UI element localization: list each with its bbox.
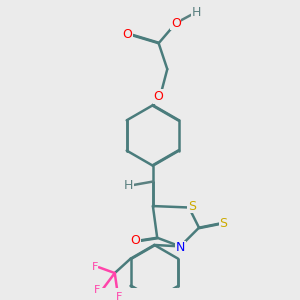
Text: F: F [92,262,98,272]
Text: F: F [116,292,122,300]
Text: O: O [171,16,181,30]
Text: O: O [154,90,164,103]
Text: N: N [176,241,185,254]
Text: S: S [188,200,196,213]
Text: S: S [220,217,227,230]
Text: O: O [122,28,132,41]
Text: F: F [94,285,101,295]
Text: H: H [124,179,133,192]
Text: O: O [131,234,140,247]
Text: H: H [191,7,201,20]
